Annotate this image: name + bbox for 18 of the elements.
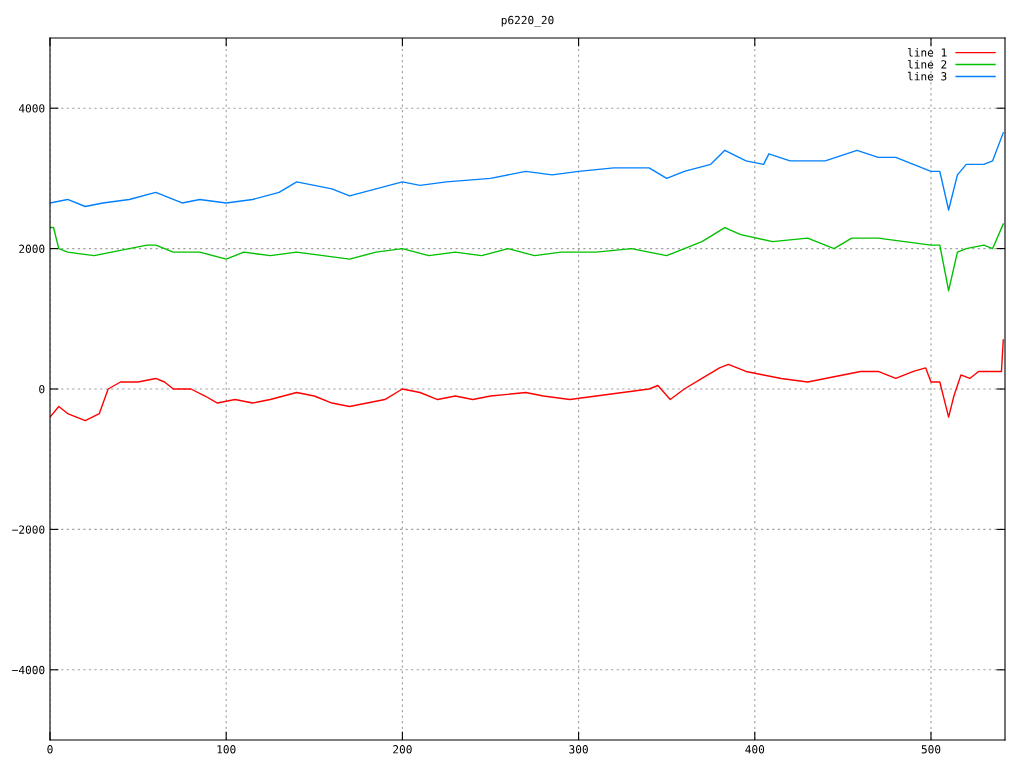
legend-label: line 3 [907,71,947,81]
line-series [50,339,1004,422]
x-tick-label: 500 [921,745,941,754]
x-tick-label: 200 [393,745,412,754]
x-tick-label: 100 [217,745,236,754]
legend-label: line 1 [907,48,947,57]
x-tick-label: 0 [47,745,53,754]
y-tick-label: −4000 [12,665,45,675]
y-tick-label: 2000 [19,244,45,254]
x-tick-label: 300 [569,745,588,754]
y-tick-label: 0 [39,385,45,394]
line-series [50,132,1004,211]
y-tick-label: 4000 [18,104,45,113]
line-series [50,223,1004,292]
legend-label: line 2 [907,59,947,69]
y-tick-label: −2000 [12,525,45,534]
x-tick-label: 400 [745,745,765,754]
chart-title: p6220_20 [501,15,554,27]
